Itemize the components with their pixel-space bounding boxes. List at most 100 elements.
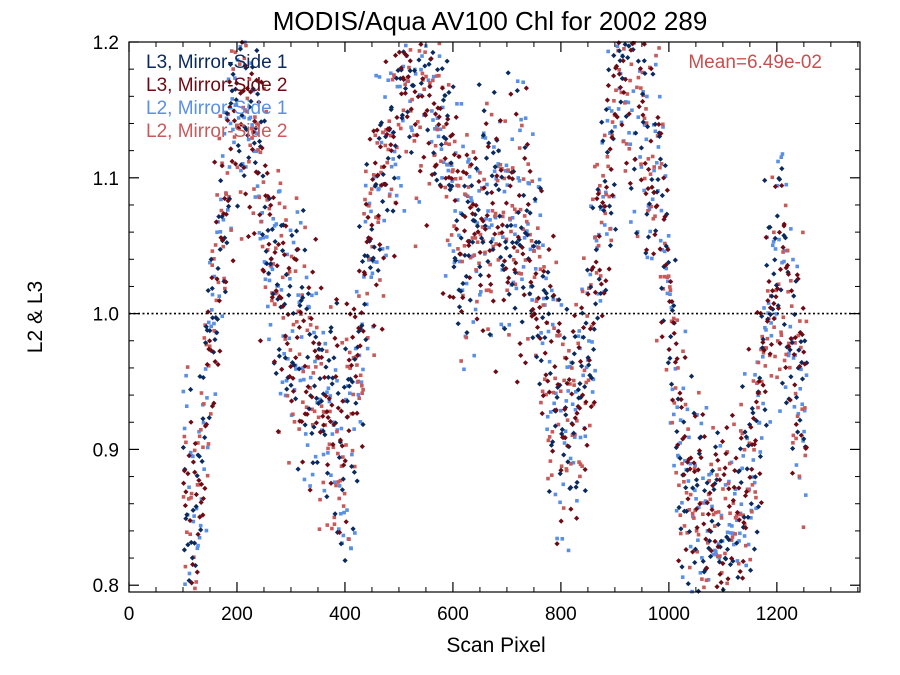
data-point bbox=[424, 107, 430, 114]
data-point bbox=[272, 224, 277, 228]
data-point bbox=[678, 396, 684, 403]
data-point bbox=[240, 162, 245, 166]
data-point bbox=[259, 219, 263, 224]
data-point bbox=[621, 89, 627, 96]
data-point bbox=[599, 313, 605, 319]
data-point bbox=[623, 101, 627, 105]
data-point bbox=[256, 148, 260, 152]
data-point bbox=[264, 170, 270, 176]
data-point bbox=[693, 477, 700, 483]
data-point bbox=[187, 485, 191, 490]
data-point bbox=[545, 427, 549, 432]
data-point bbox=[271, 216, 276, 221]
data-point bbox=[487, 331, 493, 338]
data-point bbox=[662, 162, 668, 169]
data-point bbox=[739, 429, 743, 433]
data-point bbox=[547, 435, 552, 439]
data-point bbox=[509, 281, 515, 287]
data-point bbox=[788, 288, 795, 294]
data-point bbox=[561, 342, 565, 347]
data-point bbox=[505, 288, 509, 293]
data-point bbox=[447, 243, 452, 247]
data-point bbox=[297, 427, 301, 431]
data-point bbox=[349, 546, 353, 551]
data-point bbox=[486, 327, 490, 331]
data-point bbox=[332, 515, 337, 520]
data-point bbox=[741, 454, 746, 458]
data-point bbox=[758, 450, 763, 454]
data-point bbox=[311, 424, 317, 430]
data-point bbox=[329, 473, 333, 478]
data-point bbox=[272, 238, 278, 245]
data-point bbox=[326, 446, 330, 451]
data-point bbox=[611, 182, 617, 188]
data-point bbox=[307, 487, 313, 493]
data-point bbox=[538, 213, 543, 218]
data-point bbox=[546, 246, 552, 253]
data-point bbox=[514, 379, 520, 385]
data-point bbox=[283, 337, 288, 341]
data-point bbox=[636, 75, 641, 80]
data-point bbox=[448, 160, 454, 166]
data-point bbox=[350, 526, 356, 532]
data-point bbox=[288, 363, 294, 370]
data-point bbox=[574, 389, 578, 394]
data-point bbox=[719, 438, 726, 445]
data-point bbox=[367, 265, 374, 271]
data-point bbox=[543, 290, 549, 296]
data-point bbox=[367, 136, 373, 142]
data-point bbox=[243, 126, 250, 133]
data-point bbox=[471, 320, 476, 324]
y-tick-label: 0.9 bbox=[93, 440, 119, 461]
data-point bbox=[657, 46, 661, 50]
data-point bbox=[255, 91, 261, 97]
data-point bbox=[657, 156, 664, 162]
data-point bbox=[674, 356, 680, 362]
data-point bbox=[353, 346, 358, 351]
data-point bbox=[582, 256, 586, 260]
data-point bbox=[659, 208, 664, 213]
data-point bbox=[356, 325, 362, 331]
data-point bbox=[412, 89, 418, 95]
data-point bbox=[572, 435, 577, 439]
data-point bbox=[789, 470, 796, 476]
data-point bbox=[558, 500, 562, 505]
data-point bbox=[273, 288, 279, 294]
data-point bbox=[640, 70, 645, 75]
data-point bbox=[329, 402, 335, 408]
data-point bbox=[478, 170, 482, 175]
data-point bbox=[399, 112, 406, 118]
data-point bbox=[236, 148, 242, 154]
data-point bbox=[324, 462, 331, 468]
data-point bbox=[555, 381, 561, 388]
data-point bbox=[467, 174, 472, 179]
data-point bbox=[498, 162, 503, 167]
data-point bbox=[769, 333, 774, 338]
data-point bbox=[246, 137, 251, 142]
data-point bbox=[431, 100, 437, 107]
data-point bbox=[548, 338, 554, 345]
data-point bbox=[524, 232, 531, 238]
data-point bbox=[422, 87, 427, 92]
data-point bbox=[202, 434, 208, 441]
data-point bbox=[785, 271, 792, 277]
data-point bbox=[343, 519, 349, 525]
data-point bbox=[230, 97, 235, 101]
data-point bbox=[641, 58, 647, 64]
data-point bbox=[345, 508, 349, 512]
data-point bbox=[365, 346, 370, 351]
data-point bbox=[757, 420, 762, 425]
data-point bbox=[539, 410, 545, 417]
data-point bbox=[736, 517, 742, 523]
data-point bbox=[352, 356, 358, 362]
data-point bbox=[723, 556, 729, 562]
data-point bbox=[423, 50, 427, 54]
data-point bbox=[577, 358, 584, 365]
data-point bbox=[762, 306, 766, 310]
data-point bbox=[361, 367, 365, 372]
data-point bbox=[517, 340, 523, 347]
data-point bbox=[782, 259, 786, 264]
data-point bbox=[409, 125, 413, 130]
data-point bbox=[518, 352, 524, 359]
data-point bbox=[287, 336, 292, 341]
